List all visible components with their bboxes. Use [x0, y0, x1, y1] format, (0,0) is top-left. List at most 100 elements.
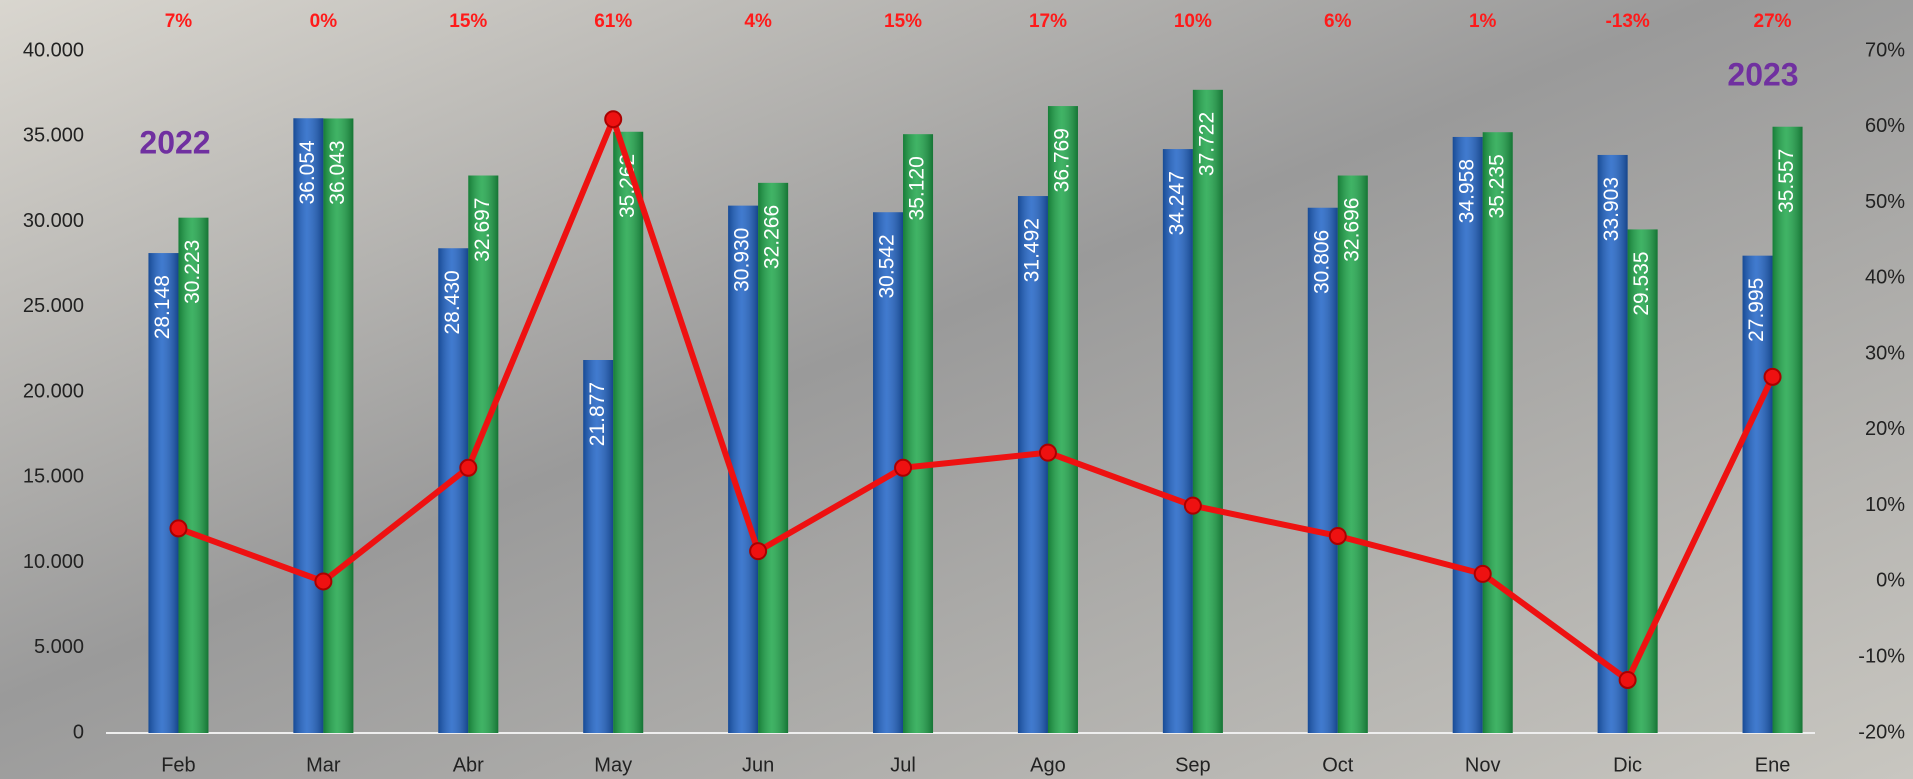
line-marker — [459, 458, 478, 477]
x-tick-label: Sep — [1175, 754, 1211, 776]
line-marker — [169, 519, 188, 538]
value-label: 36.043 — [326, 140, 349, 204]
value-label: 30.542 — [876, 234, 899, 298]
y2-tick-label: -20% — [1858, 721, 1905, 743]
line-marker — [1473, 564, 1492, 583]
y-tick-label: 5.000 — [34, 636, 84, 658]
line-marker — [894, 458, 913, 477]
value-label: 33.903 — [1600, 177, 1623, 241]
value-label: 35.235 — [1485, 154, 1508, 218]
percent-label: 0% — [310, 11, 338, 32]
y2-tick-label: 40% — [1865, 267, 1905, 289]
bar-shade — [1772, 126, 1803, 733]
percent-label: 10% — [1174, 11, 1212, 32]
y2-tick-label: 30% — [1865, 342, 1905, 364]
y-tick-label: 20.000 — [23, 380, 84, 402]
percent-label: 6% — [1324, 11, 1352, 32]
percent-label: 61% — [594, 11, 632, 32]
percent-label: 27% — [1754, 11, 1792, 32]
x-tick-label: May — [594, 754, 632, 776]
percent-label: 15% — [884, 11, 922, 32]
value-label: 32.696 — [1340, 198, 1363, 262]
x-tick-label: Abr — [453, 754, 484, 776]
bar-shade — [1337, 175, 1368, 733]
value-label: 28.430 — [441, 270, 464, 334]
line-marker — [1618, 670, 1637, 689]
bar-shade — [1742, 255, 1773, 734]
value-label: 32.697 — [471, 198, 494, 262]
bar-shade — [1047, 106, 1078, 733]
percent-label: 7% — [165, 11, 193, 32]
value-label: 30.930 — [731, 228, 754, 292]
bar-shade — [1162, 149, 1193, 734]
value-label: 30.806 — [1310, 230, 1333, 294]
y-tick-label: 25.000 — [23, 295, 84, 317]
x-tick-label: Feb — [161, 754, 195, 776]
y2-tick-label: 20% — [1865, 418, 1905, 440]
bar-shade — [903, 134, 934, 734]
y2-tick-label: 0% — [1876, 570, 1905, 592]
percent-label: 15% — [449, 11, 487, 32]
bar-shade — [1192, 89, 1223, 733]
value-label: 36.054 — [296, 140, 319, 205]
value-label: 34.247 — [1165, 171, 1188, 235]
value-label: 30.223 — [181, 240, 204, 304]
bar-shade — [323, 118, 354, 733]
y2-tick-label: 60% — [1865, 115, 1905, 137]
value-label: 28.148 — [151, 275, 174, 339]
value-label: 32.266 — [761, 205, 784, 269]
bar-shade — [148, 253, 179, 733]
value-label: 35.557 — [1775, 149, 1798, 213]
bar-shade — [758, 182, 789, 734]
value-label: 34.958 — [1455, 159, 1478, 223]
value-label: 36.769 — [1051, 128, 1074, 192]
value-label: 35.120 — [906, 156, 929, 220]
bar-shade — [583, 359, 614, 733]
x-tick-label: Oct — [1322, 754, 1354, 776]
percent-label: 17% — [1029, 11, 1067, 32]
percent-label: -13% — [1605, 11, 1649, 32]
line-marker — [604, 110, 623, 129]
line-marker — [749, 542, 768, 561]
line — [177, 116, 1776, 683]
line-marker — [1328, 526, 1347, 545]
bar-shade — [1452, 136, 1483, 734]
x-tick-label: Ene — [1755, 754, 1791, 776]
line-marker — [314, 572, 333, 591]
bar-shade — [1482, 132, 1513, 733]
y2-tick-label: 10% — [1865, 494, 1905, 516]
annotation: 2023 — [1727, 56, 1798, 92]
x-tick-label: Ago — [1030, 754, 1066, 776]
x-tick-label: Jul — [890, 754, 916, 776]
bar-shade — [1307, 207, 1338, 734]
bar-shade — [1017, 196, 1048, 733]
line-marker — [1763, 367, 1782, 386]
y2-tick-label: 50% — [1865, 191, 1905, 213]
bar-shade — [1597, 154, 1628, 733]
value-label: 29.535 — [1630, 251, 1653, 315]
bar-shade — [293, 118, 324, 733]
value-label: 37.722 — [1195, 112, 1218, 176]
x-tick-label: Mar — [306, 754, 341, 776]
x-tick-label: Jun — [742, 754, 774, 776]
percent-label: 1% — [1469, 11, 1497, 32]
percent-label: 4% — [744, 11, 772, 32]
y-tick-label: 0 — [73, 721, 84, 743]
y-tick-label: 35.000 — [23, 125, 84, 147]
value-label: 31.492 — [1021, 218, 1044, 282]
y-tick-label: 15.000 — [23, 466, 84, 488]
line-marker — [1183, 496, 1202, 515]
y-tick-label: 40.000 — [23, 39, 84, 61]
y-tick-label: 30.000 — [23, 210, 84, 232]
value-label: 21.877 — [586, 382, 609, 446]
line-marker — [1038, 443, 1057, 462]
value-label: 27.995 — [1745, 278, 1768, 342]
bar-shade — [613, 131, 644, 733]
x-tick-label: Dic — [1613, 754, 1642, 776]
bar-shade — [178, 217, 209, 733]
y2-tick-label: 70% — [1865, 39, 1905, 61]
annotation: 2022 — [139, 124, 210, 160]
y2-tick-label: -10% — [1858, 646, 1905, 668]
